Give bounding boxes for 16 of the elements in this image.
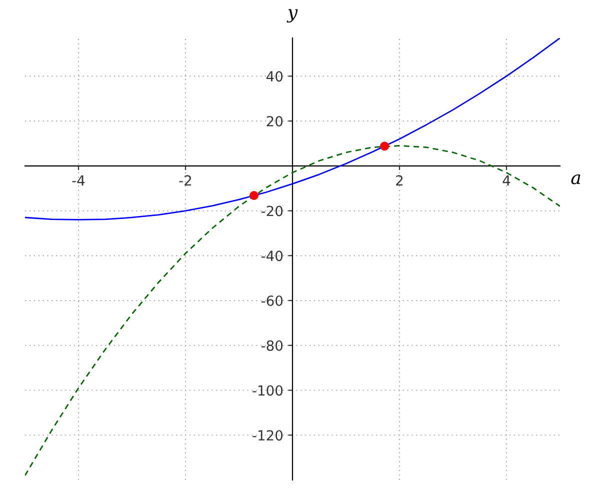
line-series	[25, 145, 560, 476]
y-tick-label: -100	[252, 385, 283, 396]
y-tick-label: -40	[261, 250, 283, 262]
y-tick-label: 20	[266, 116, 283, 126]
line-series	[25, 38, 560, 220]
x-tick-label: -2	[179, 175, 192, 186]
y-tick-label: -120	[252, 430, 283, 441]
y-tick-label: -60	[261, 295, 283, 306]
x-tick-label: 4	[502, 175, 510, 186]
y-tick-label: -20	[261, 206, 283, 216]
x-axis-title: a	[571, 174, 580, 184]
y-tick-label: 40	[266, 71, 283, 82]
x-tick-label: 2	[396, 175, 403, 186]
x-tick-label: -4	[72, 175, 85, 186]
y-axis-title: y	[286, 9, 298, 23]
y-tick-label: -80	[261, 340, 283, 351]
